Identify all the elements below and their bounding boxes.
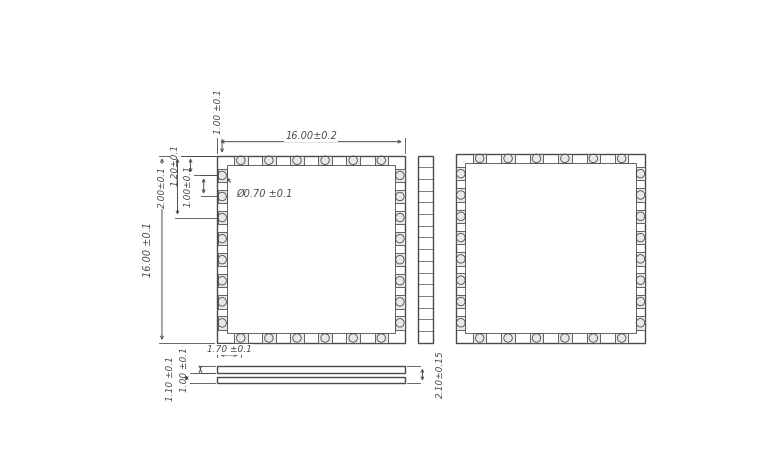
Bar — [501, 154, 514, 163]
Bar — [465, 163, 636, 333]
Bar — [234, 156, 248, 165]
Bar — [218, 190, 227, 203]
Bar — [395, 295, 404, 308]
Text: 2.10±0.15: 2.10±0.15 — [436, 351, 445, 398]
Bar — [456, 188, 465, 202]
Bar — [318, 333, 331, 343]
Text: 1.70 ±0.1: 1.70 ±0.1 — [207, 345, 251, 354]
Bar — [218, 253, 227, 267]
Bar — [587, 333, 600, 343]
Bar — [395, 190, 404, 203]
Bar — [375, 333, 388, 343]
Bar — [395, 169, 404, 182]
Bar — [318, 156, 331, 165]
Bar — [501, 333, 514, 343]
Bar — [456, 154, 645, 343]
Bar — [234, 333, 248, 343]
Bar — [395, 274, 404, 288]
Bar — [473, 333, 487, 343]
Bar — [615, 154, 628, 163]
Bar — [636, 252, 645, 266]
Bar — [473, 154, 487, 163]
Bar — [395, 211, 404, 224]
Bar — [558, 333, 571, 343]
Text: 1.00±0.1: 1.00±0.1 — [184, 165, 193, 207]
Bar — [456, 295, 465, 308]
Bar — [346, 156, 360, 165]
Bar — [290, 333, 304, 343]
Bar — [558, 154, 571, 163]
Bar — [636, 167, 645, 180]
Bar — [218, 274, 227, 288]
Bar — [530, 154, 543, 163]
Bar — [636, 188, 645, 202]
Text: Ø0.70 ±0.1: Ø0.70 ±0.1 — [236, 188, 292, 198]
Text: 16.00 ±0.1: 16.00 ±0.1 — [143, 222, 153, 277]
Bar — [227, 165, 395, 333]
Bar — [636, 273, 645, 287]
Bar — [456, 167, 465, 180]
Bar — [218, 295, 227, 308]
Bar — [262, 156, 275, 165]
Bar — [456, 273, 465, 287]
Text: 16.00±0.2: 16.00±0.2 — [285, 131, 337, 141]
Bar — [456, 231, 465, 244]
Bar — [290, 156, 304, 165]
Bar — [395, 316, 404, 330]
Bar — [456, 316, 465, 329]
Text: 2.00±0.1: 2.00±0.1 — [158, 166, 167, 208]
Bar — [218, 169, 227, 182]
Bar — [218, 156, 404, 343]
Bar — [418, 156, 433, 343]
Text: 1.00 ±0.1: 1.00 ±0.1 — [214, 89, 223, 134]
Bar — [636, 231, 645, 244]
Bar — [218, 232, 227, 245]
Bar — [615, 333, 628, 343]
Bar — [218, 366, 404, 373]
Bar — [218, 377, 404, 384]
Bar — [636, 316, 645, 329]
Bar — [636, 295, 645, 308]
Bar — [636, 209, 645, 223]
Bar — [262, 333, 275, 343]
Bar — [346, 333, 360, 343]
Bar — [218, 316, 227, 330]
Bar — [395, 253, 404, 267]
Text: 1.20±0.1: 1.20±0.1 — [171, 145, 180, 187]
Bar — [218, 211, 227, 224]
Bar — [530, 333, 543, 343]
Bar — [587, 154, 600, 163]
Bar — [456, 209, 465, 223]
Bar — [375, 156, 388, 165]
Bar — [456, 252, 465, 266]
Bar — [395, 232, 404, 245]
Text: 1.10 ±0.1: 1.10 ±0.1 — [166, 356, 175, 400]
Text: 1.00 ±0.1: 1.00 ±0.1 — [180, 347, 188, 392]
